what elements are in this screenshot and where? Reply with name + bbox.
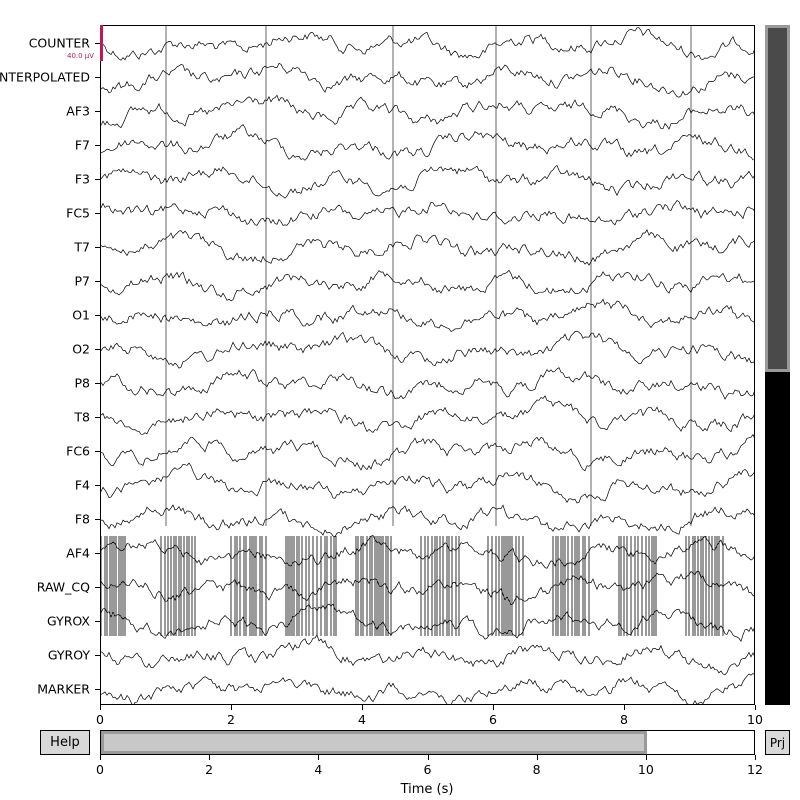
time-axis-tick	[231, 705, 232, 710]
scroll-axis-tick	[318, 755, 320, 760]
channel-scrollbar-thumb[interactable]	[765, 25, 790, 372]
channel-tick	[95, 247, 100, 248]
time-axis-tick	[362, 705, 363, 710]
scroll-axis-tick-label: 6	[423, 762, 432, 777]
channel-tick	[95, 43, 100, 44]
channel-tick	[95, 383, 100, 384]
time-axis-tick	[493, 705, 494, 710]
time-axis-tick	[624, 705, 625, 710]
channel-tick	[95, 451, 100, 452]
channel-label[interactable]: FC5	[66, 205, 90, 221]
channel-label[interactable]: O1	[72, 307, 90, 323]
scroll-axis-tick-label: 4	[314, 762, 323, 777]
scroll-axis-tick	[536, 755, 538, 760]
channel-tick	[95, 485, 100, 486]
channel-trace	[101, 367, 754, 400]
channel-label[interactable]: P7	[74, 273, 91, 289]
time-axis-tick	[100, 705, 101, 710]
channel-tick	[95, 417, 100, 418]
channel-tick	[95, 179, 100, 180]
channel-trace	[101, 229, 754, 266]
eeg-traces-panel[interactable]	[100, 25, 755, 705]
channel-tick	[95, 349, 100, 350]
time-axis-tick-label: 2	[227, 712, 235, 727]
channel-trace	[101, 164, 754, 199]
channel-trace	[101, 433, 754, 472]
channel-trace	[101, 504, 754, 538]
channel-tick	[95, 77, 100, 78]
channel-trace	[101, 62, 754, 98]
channel-trace	[101, 298, 754, 332]
help-button[interactable]: Help	[40, 730, 90, 755]
channel-label[interactable]: P8	[74, 375, 91, 391]
channel-label[interactable]: GYROX	[47, 613, 90, 629]
scroll-axis-tick-label: 12	[747, 762, 763, 777]
scroll-axis-tick	[645, 755, 647, 760]
time-axis-tick-label: 4	[358, 712, 366, 727]
time-axis-tick-label: 10	[747, 712, 763, 727]
channel-trace	[101, 330, 754, 369]
channel-tick	[95, 621, 100, 622]
channel-tick	[95, 213, 100, 214]
channel-label[interactable]: F8	[74, 511, 90, 527]
channel-tick	[95, 587, 100, 588]
channel-label[interactable]: O2	[72, 341, 90, 357]
channel-scrollbar[interactable]	[765, 25, 790, 705]
time-scrollbar[interactable]	[100, 730, 755, 755]
scroll-axis-tick	[209, 755, 211, 760]
scroll-axis-tick	[755, 755, 756, 760]
channel-trace	[101, 94, 754, 130]
channel-tick	[95, 553, 100, 554]
time-axis-label: Time (s)	[400, 782, 454, 797]
channel-trace	[101, 200, 754, 226]
channel-label[interactable]: MARKER	[37, 681, 90, 697]
time-axis-tick-label: 8	[620, 712, 628, 727]
scroll-axis-tick-label: 8	[532, 762, 541, 777]
channel-tick	[95, 519, 100, 520]
channel-trace	[101, 269, 754, 302]
channel-label[interactable]: T7	[74, 239, 90, 255]
time-scrollbar-thumb[interactable]	[101, 731, 647, 754]
eeg-traces-plot[interactable]	[101, 26, 755, 705]
scroll-axis-tick-label: 2	[205, 762, 214, 777]
channel-label[interactable]: RAW_CQ	[36, 579, 90, 595]
channel-tick	[95, 281, 100, 282]
scroll-axis-tick	[427, 755, 429, 760]
channel-label[interactable]: FC6	[66, 443, 90, 459]
scale-bar	[100, 25, 103, 61]
channel-trace	[101, 673, 754, 704]
channel-trace	[101, 124, 754, 161]
channel-trace	[101, 462, 754, 504]
channel-label[interactable]: INTERPOLATED	[0, 69, 90, 85]
scroll-axis-tick-label: 10	[637, 762, 654, 777]
channel-label[interactable]: COUNTER	[28, 35, 90, 51]
channel-label[interactable]: AF4	[66, 545, 90, 561]
channel-tick	[95, 315, 100, 316]
channel-trace	[101, 27, 754, 61]
channel-tick	[95, 145, 100, 146]
time-axis-tick	[755, 705, 756, 710]
channel-label[interactable]: F4	[74, 477, 90, 493]
time-axis-tick-label: 6	[489, 712, 497, 727]
channel-trace	[101, 395, 754, 435]
channel-label[interactable]: GYROY	[47, 647, 90, 663]
scroll-axis-tick	[100, 755, 101, 760]
channel-label[interactable]: F7	[74, 137, 90, 153]
channel-tick	[95, 111, 100, 112]
channel-tick	[95, 689, 100, 690]
channel-trace	[101, 634, 754, 676]
channel-label[interactable]: T8	[74, 409, 90, 425]
scroll-axis-tick-label: 0	[96, 762, 104, 777]
channel-label[interactable]: AF3	[66, 103, 90, 119]
scale-bar-label: 40.0 µV	[67, 52, 95, 60]
time-axis-tick-label: 0	[96, 712, 104, 727]
channel-label[interactable]: F3	[74, 171, 90, 187]
channel-tick	[95, 655, 100, 656]
projector-button[interactable]: Prj	[765, 730, 790, 755]
